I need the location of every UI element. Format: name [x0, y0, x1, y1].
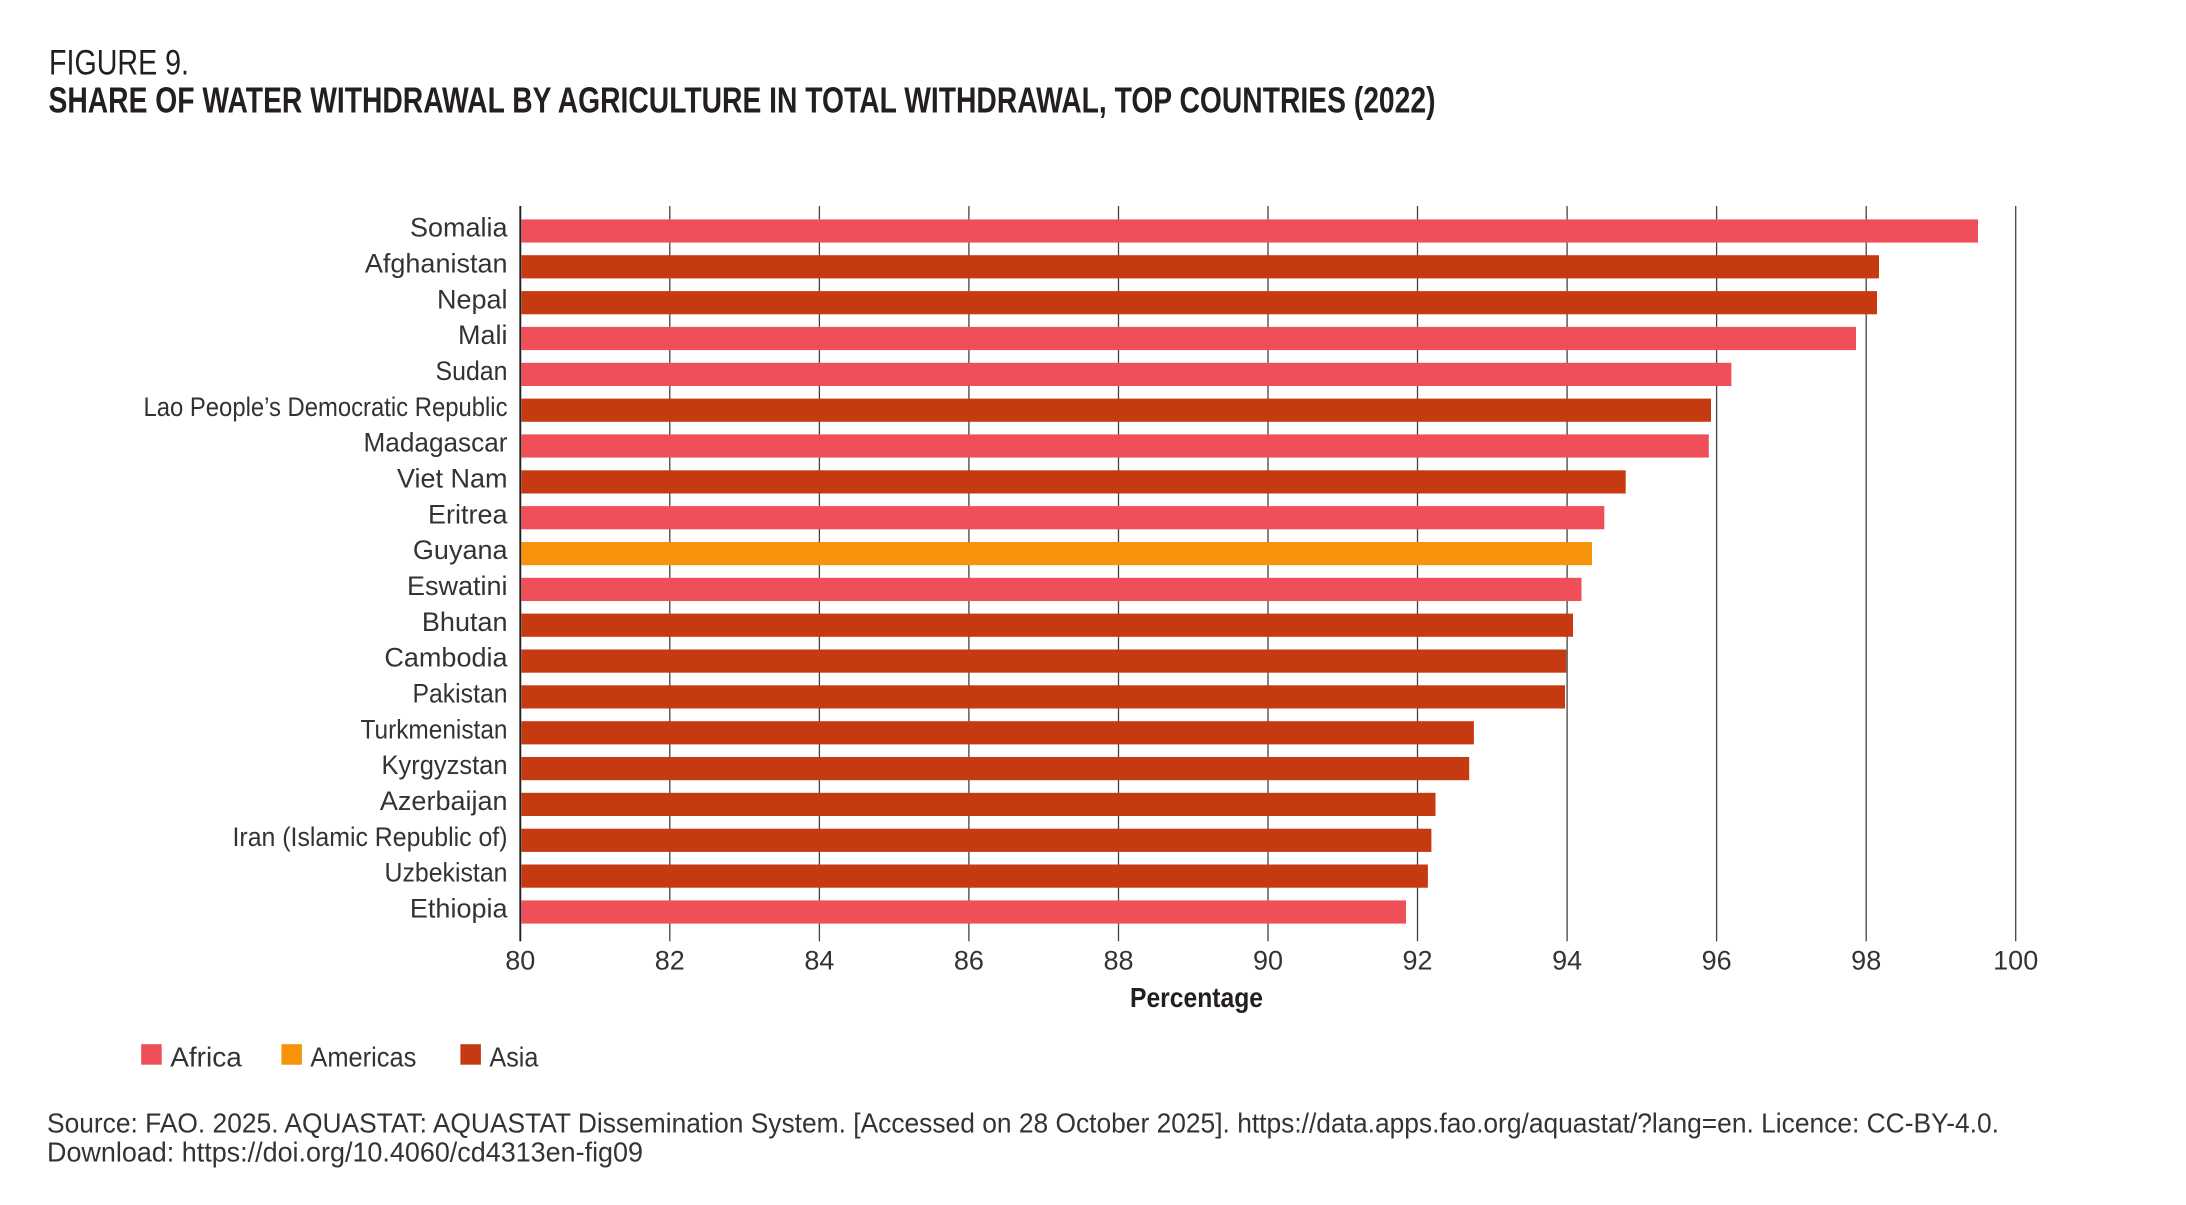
svg-text:Asia: Asia: [489, 1042, 538, 1073]
svg-text:Iran (Islamic Republic of): Iran (Islamic Republic of): [233, 822, 508, 852]
svg-text:Pakistan: Pakistan: [413, 679, 508, 709]
svg-text:Cambodia: Cambodia: [384, 643, 508, 673]
svg-text:94: 94: [1552, 946, 1582, 976]
svg-text:Viet Nam: Viet Nam: [397, 464, 508, 494]
svg-text:86: 86: [954, 946, 984, 976]
svg-text:Azerbaijan: Azerbaijan: [380, 786, 508, 816]
svg-text:Eswatini: Eswatini: [407, 571, 508, 601]
svg-text:Mali: Mali: [458, 320, 508, 350]
svg-text:96: 96: [1702, 946, 1732, 976]
svg-text:Madagascar: Madagascar: [364, 428, 508, 458]
svg-text:Bhutan: Bhutan: [422, 607, 508, 637]
svg-text:Nepal: Nepal: [437, 284, 508, 314]
svg-text:Ethiopia: Ethiopia: [410, 894, 509, 924]
svg-text:92: 92: [1402, 946, 1432, 976]
svg-text:Percentage: Percentage: [1130, 982, 1263, 1013]
svg-text:Sudan: Sudan: [436, 356, 508, 386]
svg-text:Americas: Americas: [310, 1042, 416, 1073]
svg-text:Afghanistan: Afghanistan: [365, 248, 508, 278]
svg-text:88: 88: [1103, 946, 1133, 976]
svg-text:Uzbekistan: Uzbekistan: [385, 858, 508, 888]
svg-text:100: 100: [1993, 946, 2038, 976]
svg-text:82: 82: [655, 946, 685, 976]
svg-text:80: 80: [505, 946, 535, 976]
svg-text:90: 90: [1253, 946, 1283, 976]
svg-text:Guyana: Guyana: [413, 535, 509, 565]
svg-text:Turkmenistan: Turkmenistan: [361, 714, 508, 744]
svg-text:Africa: Africa: [170, 1042, 242, 1073]
svg-text:Source: FAO. 2025. AQUASTAT: A: Source: FAO. 2025. AQUASTAT: AQUASTAT Di…: [47, 1108, 1999, 1139]
svg-text:Somalia: Somalia: [410, 213, 509, 243]
svg-text:84: 84: [804, 946, 834, 976]
svg-text:Kyrgyzstan: Kyrgyzstan: [382, 750, 508, 780]
svg-text:Download: https://doi.org/10.4: Download: https://doi.org/10.4060/cd4313…: [47, 1137, 643, 1168]
svg-text:Lao People’s Democratic Republ: Lao People’s Democratic Republic: [144, 392, 508, 422]
svg-text:98: 98: [1851, 946, 1881, 976]
svg-text:Eritrea: Eritrea: [428, 499, 509, 529]
svg-text:FIGURE 9.: FIGURE 9.: [49, 43, 189, 82]
svg-text:SHARE OF WATER WITHDRAWAL BY A: SHARE OF WATER WITHDRAWAL BY AGRICULTURE…: [49, 80, 1436, 121]
